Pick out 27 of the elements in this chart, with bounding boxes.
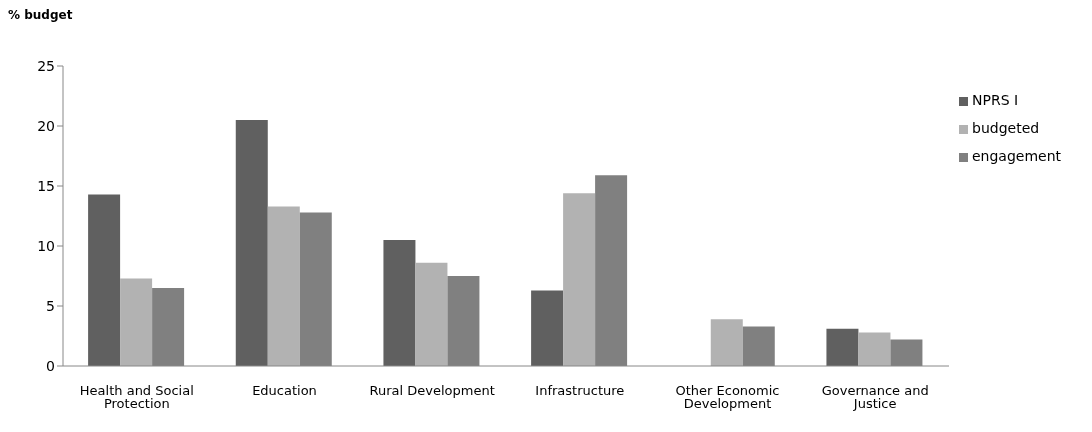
legend-label: engagement (972, 148, 1062, 164)
bar (858, 332, 891, 366)
bar (235, 120, 268, 366)
bar (383, 240, 416, 366)
legend-label: NPRS I (972, 92, 1019, 108)
y-tick-label: 25 (37, 57, 55, 74)
x-tick-label: Governance and Justice (821, 383, 929, 412)
y-tick-label: 0 (46, 357, 55, 374)
y-tick-label: 10 (37, 237, 55, 254)
bar (710, 319, 743, 366)
bar (88, 194, 121, 366)
bar (120, 278, 153, 366)
x-tick-label: Health and Social Protection (79, 383, 194, 412)
y-tick-label: 20 (37, 117, 55, 134)
bar (563, 193, 596, 366)
bar (826, 328, 859, 366)
y-axis-title: % budget (8, 8, 73, 22)
bar (531, 290, 564, 366)
y-tick-label: 15 (37, 177, 55, 194)
x-tick-label: Rural Development (369, 383, 495, 399)
x-tick-label: Infrastructure (535, 383, 625, 399)
x-tick-label: Education (252, 383, 317, 399)
bar (267, 206, 300, 366)
x-tick-label: Other Economic Development (675, 383, 780, 412)
legend-label: budgeted (972, 120, 1040, 136)
bar (415, 262, 448, 366)
y-tick-label: 5 (46, 297, 55, 314)
